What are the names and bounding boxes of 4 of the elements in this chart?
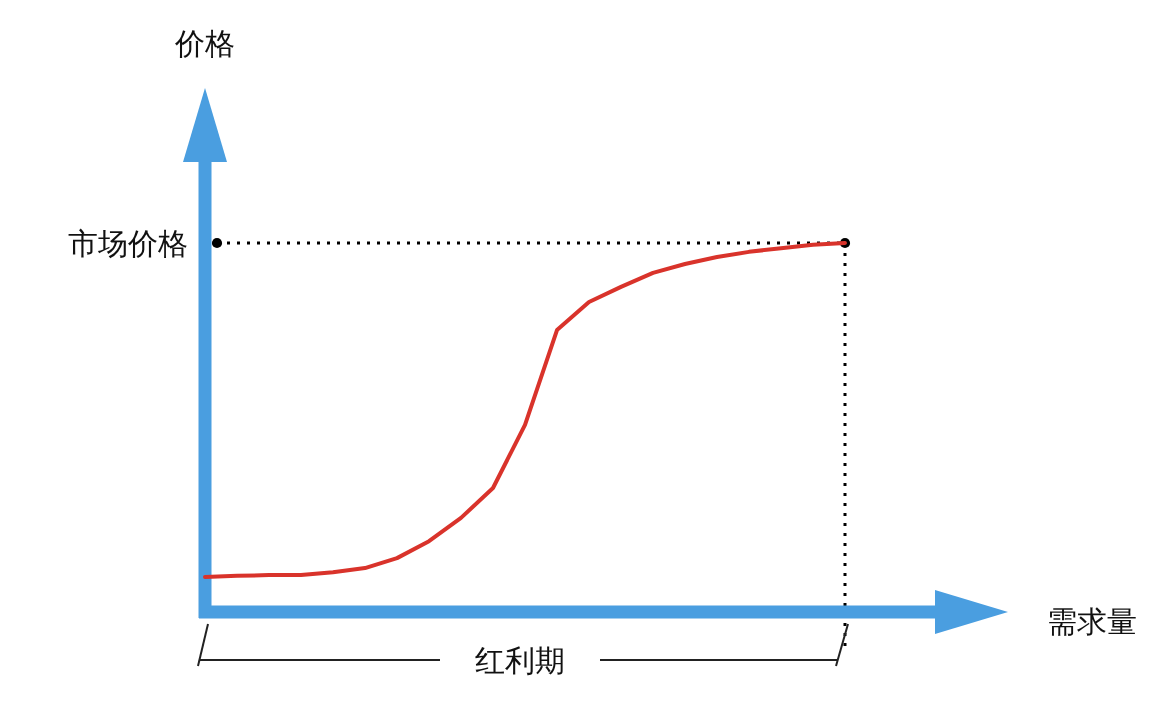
annotation: 价格 bbox=[175, 27, 235, 60]
annotation: 红利期 bbox=[475, 644, 565, 677]
ref-label: 市场价格 bbox=[68, 227, 188, 260]
annotation: 需求量 bbox=[1047, 605, 1137, 638]
